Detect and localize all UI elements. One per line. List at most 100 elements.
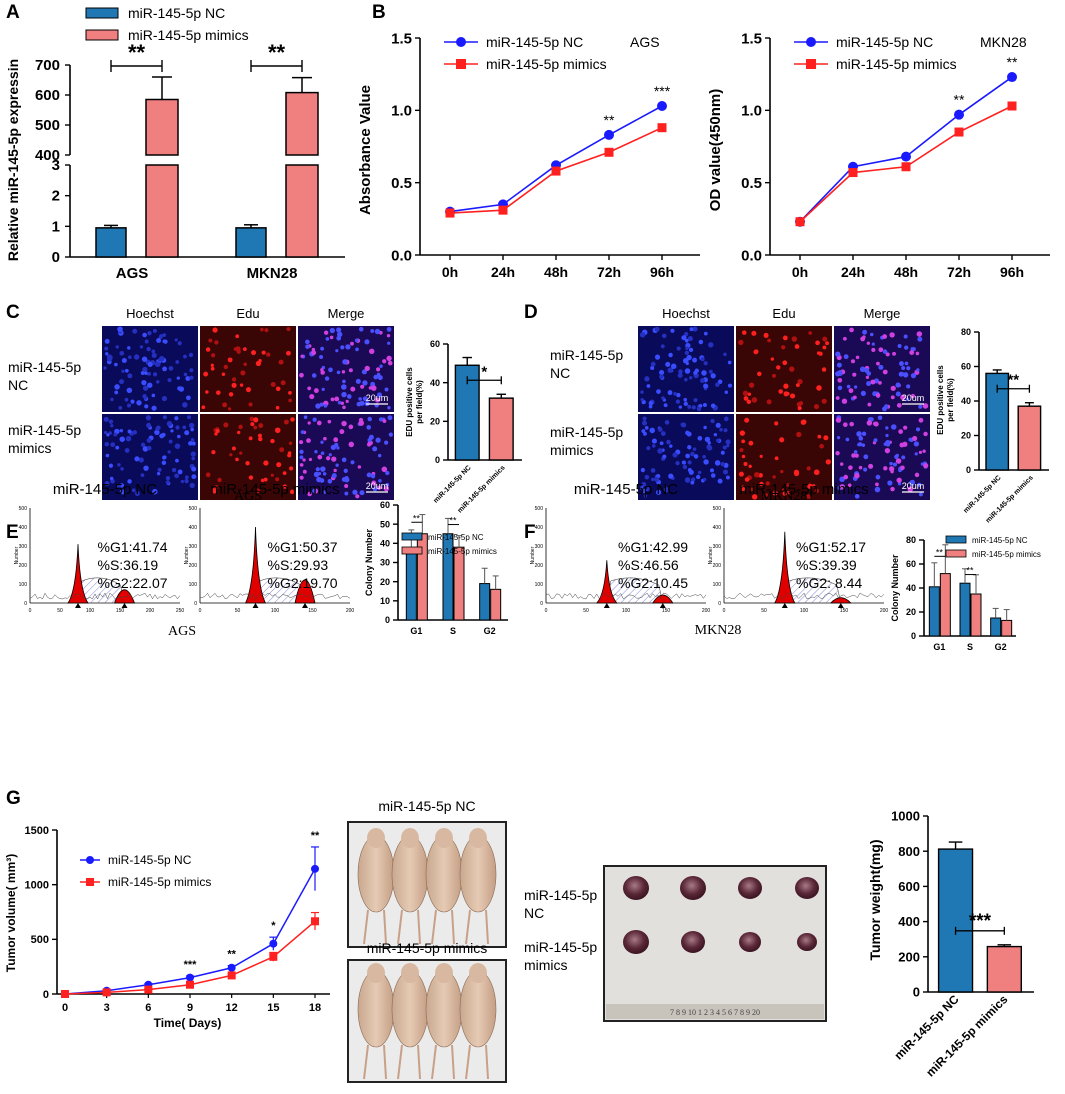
micrograph-nucleus — [670, 328, 675, 333]
c-bar-mimics — [488, 397, 514, 461]
b-ags-series-line-nc — [449, 105, 663, 213]
micrograph-nucleus — [382, 419, 387, 423]
panel-label-b: B — [372, 2, 386, 23]
micrograph-nucleus — [324, 376, 330, 381]
micrograph-nucleus — [104, 441, 109, 447]
f-nc-ytick-label: 0 — [540, 601, 543, 607]
micrograph-nucleus — [897, 344, 902, 349]
micrograph-nucleus — [806, 466, 811, 471]
micrograph-nucleus — [657, 448, 663, 454]
micrograph-nucleus — [693, 398, 698, 403]
e-mimics-ylabel: Number — [184, 546, 190, 564]
micrograph-nucleus — [684, 377, 688, 382]
micrograph-nucleus — [643, 494, 648, 498]
f-mimics-marker — [781, 603, 788, 608]
micrograph-nucleus — [882, 334, 888, 339]
micrograph-nucleus — [210, 366, 215, 371]
g-weight-ytick-label: 800 — [898, 844, 920, 859]
caption-ags-c: AGS — [234, 489, 262, 504]
micrograph-nucleus — [384, 440, 389, 445]
micrograph-nucleus — [678, 369, 683, 374]
micrograph-nucleus — [168, 366, 174, 371]
micrograph-nucleus — [239, 383, 244, 387]
micrograph-nucleus — [127, 429, 132, 434]
micrograph-nucleus — [386, 355, 392, 362]
mouse-head — [401, 963, 419, 983]
e-category-label: G1 — [410, 626, 422, 636]
micrograph-nucleus — [336, 446, 340, 450]
micrograph-nucleus — [161, 395, 168, 402]
bar-nc — [235, 227, 267, 258]
micrograph-nucleus — [680, 422, 685, 427]
g-volume-point-nc — [227, 963, 236, 972]
micrograph-nucleus — [345, 344, 351, 350]
micrograph-nucleus — [639, 332, 646, 338]
micrograph-nucleus — [270, 438, 275, 444]
micrograph-nucleus — [299, 449, 304, 454]
micrograph-nucleus — [676, 346, 681, 351]
micrograph-nucleus — [370, 474, 376, 479]
micrograph-nucleus — [145, 415, 151, 421]
micrograph-nucleus — [650, 477, 655, 482]
e-nc-xtick-label: 250 — [176, 608, 185, 614]
mouse-leg — [451, 909, 455, 945]
e-bar-nc — [479, 583, 491, 621]
micrograph-nucleus — [333, 437, 339, 443]
micrograph-nucleus — [885, 426, 889, 430]
micrograph-nucleus — [806, 494, 811, 499]
f-nc-xtick-label: 0 — [545, 608, 548, 614]
micrograph-nucleus — [161, 460, 167, 466]
b-ags-xtick-label: 96h — [650, 264, 674, 280]
micrograph-nucleus — [211, 450, 216, 455]
micrograph-nucleus — [344, 476, 349, 481]
micrograph-nucleus — [659, 369, 665, 376]
micrograph-nucleus — [816, 385, 822, 391]
micrograph-nucleus — [725, 439, 731, 445]
micrograph-nucleus — [355, 347, 359, 352]
micrograph-nucleus — [875, 393, 881, 398]
micrograph-nucleus — [703, 331, 708, 336]
micrograph-nucleus — [776, 365, 781, 370]
caption-ags-e: AGS — [168, 624, 196, 639]
f-category-label: S — [967, 642, 973, 652]
micrograph-nucleus — [837, 385, 843, 391]
micrograph-nucleus — [156, 471, 161, 476]
mouse-leg — [363, 909, 369, 945]
micrograph-nucleus — [319, 355, 324, 360]
micrograph-nucleus — [339, 429, 345, 435]
micrograph-nucleus — [808, 331, 812, 335]
e-nc-ytick-label: 300 — [19, 544, 28, 550]
bar-nc — [95, 227, 127, 258]
micrograph-nucleus — [684, 332, 689, 337]
micrograph-nucleus — [183, 372, 188, 377]
micrograph-nucleus — [375, 437, 381, 443]
micrograph-nucleus — [229, 453, 233, 457]
micrograph-nucleus — [211, 488, 218, 494]
micrograph-nucleus — [115, 345, 119, 349]
mouse-leg — [431, 909, 437, 945]
micrograph-nucleus — [646, 446, 651, 451]
d-ylabel: EDU positive cells — [936, 365, 945, 435]
micrograph-nucleus — [862, 329, 867, 335]
f-mimics-stat: %G2: 8.44 — [796, 575, 862, 591]
tumor-row-mimics: miR-145-5p mimics — [524, 939, 597, 973]
micrograph-nucleus — [884, 447, 891, 454]
micrograph-nucleus — [171, 467, 177, 473]
f-ylabel: Colony Number — [890, 554, 900, 622]
micrograph-nucleus — [237, 430, 241, 435]
micrograph-nucleus — [744, 477, 750, 482]
micrograph-nucleus — [350, 341, 354, 346]
b-ags-sig-label: *** — [654, 83, 671, 99]
micrograph-nucleus — [695, 474, 701, 480]
micrograph-nucleus — [684, 368, 691, 374]
g-volume-point-nc — [186, 973, 194, 982]
f-ytick-label: 40 — [906, 583, 916, 593]
e-nc-s-phase — [77, 577, 125, 604]
f-mimics-ylabel: Number — [708, 546, 714, 564]
micrograph-nucleus — [371, 480, 377, 486]
micrograph-nucleus — [108, 419, 114, 424]
micrograph-nucleus — [261, 350, 266, 355]
micrograph-nucleus — [320, 451, 325, 456]
f-ytick-label: 20 — [906, 607, 916, 617]
